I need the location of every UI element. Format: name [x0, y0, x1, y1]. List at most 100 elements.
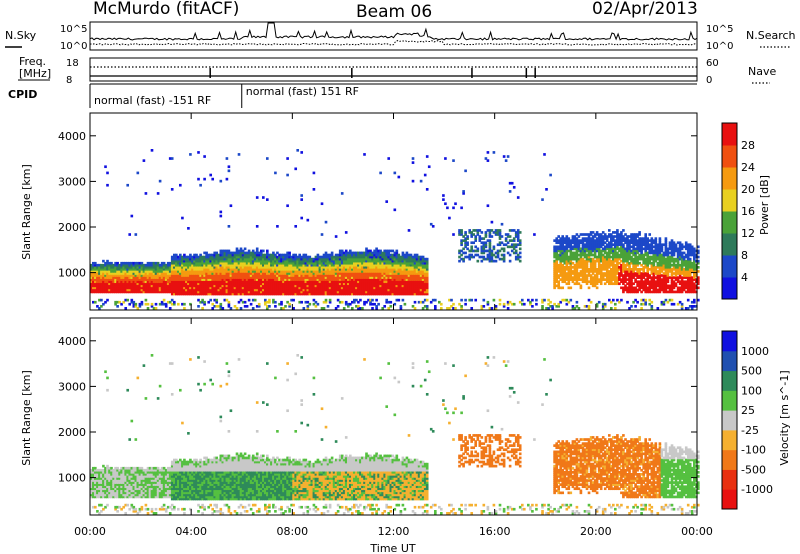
- heatmap-cell: [201, 278, 204, 281]
- heatmap-cell: [219, 255, 223, 259]
- heatmap-cell: [270, 272, 273, 275]
- heatmap-cell: [193, 263, 196, 267]
- heatmap-cell: [405, 270, 409, 273]
- heatmap-cell: [207, 288, 211, 292]
- heatmap-cell: [460, 298, 463, 302]
- heatmap-cell: [516, 233, 520, 236]
- heatmap-cell: [470, 231, 474, 234]
- heatmap-cell: [229, 263, 233, 267]
- heatmap-cell: [106, 276, 109, 279]
- heatmap-cell: [219, 286, 223, 290]
- heatmap-cell: [344, 290, 348, 294]
- heatmap-cell: [328, 288, 332, 292]
- heatmap-cell: [557, 255, 561, 259]
- heatmap-cell: [94, 261, 97, 265]
- heatmap-cell: [132, 302, 136, 306]
- heatmap-cell: [142, 266, 146, 269]
- heatmap-cell: [251, 276, 255, 279]
- heatmap-cell: [502, 155, 506, 158]
- heatmap-cell: [217, 288, 221, 292]
- heatmap-cell: [203, 288, 206, 292]
- heatmap-cell: [272, 257, 275, 261]
- heatmap-cell: [106, 259, 109, 263]
- heatmap-cell: [90, 272, 93, 275]
- heatmap-cell: [207, 292, 211, 296]
- heatmap-cell: [318, 290, 322, 294]
- heatmap-cell: [575, 305, 579, 308]
- heatmap-cell: [264, 272, 267, 275]
- heatmap-cell: [466, 241, 469, 245]
- heatmap-cell: [415, 288, 419, 292]
- heatmap-cell: [518, 255, 522, 259]
- heatmap-cell: [355, 266, 358, 269]
- heatmap-cell: [409, 282, 413, 286]
- heatmap-cell: [306, 272, 310, 275]
- heatmap-cell: [140, 278, 144, 281]
- heatmap-cell: [373, 280, 376, 284]
- heatmap-cell: [207, 290, 211, 294]
- heatmap-cell: [314, 272, 318, 275]
- heatmap-cell: [561, 241, 565, 245]
- heatmap-cell: [417, 259, 421, 263]
- heatmap-cell: [393, 272, 397, 275]
- heatmap-cell: [579, 272, 583, 275]
- heatmap-cell: [239, 307, 243, 310]
- heatmap-cell: [260, 272, 263, 275]
- heatmap-cell: [320, 233, 324, 236]
- heatmap-cell: [565, 276, 569, 279]
- heatmap-cell: [122, 288, 126, 292]
- heatmap-cell: [407, 276, 411, 279]
- heatmap-cell: [251, 307, 255, 310]
- heatmap-cell: [201, 282, 204, 286]
- heatmap-cell: [160, 284, 164, 288]
- heatmap-cell: [397, 292, 401, 296]
- heatmap-cell: [417, 270, 421, 273]
- heatmap-cell: [369, 288, 372, 292]
- heatmap-cell: [318, 292, 322, 296]
- heatmap-cell: [138, 282, 142, 286]
- heatmap-cell: [486, 151, 490, 154]
- heatmap-cell: [173, 286, 176, 290]
- heatmap-cell: [239, 298, 243, 302]
- heatmap-cell: [573, 307, 577, 310]
- heatmap-cell: [393, 280, 397, 284]
- heatmap-cell: [460, 305, 463, 308]
- heatmap-cell: [278, 257, 281, 261]
- heatmap-cell: [168, 266, 172, 269]
- heatmap-cell: [401, 288, 405, 292]
- heatmap-cell: [138, 261, 142, 265]
- heatmap-cell: [237, 268, 241, 271]
- heatmap-cell: [278, 292, 281, 296]
- heatmap-cell: [170, 282, 174, 286]
- heatmap-cell: [132, 284, 136, 288]
- heatmap-cell: [199, 282, 202, 286]
- heatmap-cell: [280, 263, 283, 267]
- heatmap-cell: [407, 274, 411, 277]
- heatmap-cell: [306, 300, 310, 304]
- heatmap-cell: [648, 233, 652, 236]
- heatmap-cell: [419, 272, 423, 275]
- heatmap-cell: [361, 282, 364, 286]
- heatmap-cell: [407, 268, 411, 271]
- heatmap-cell: [421, 300, 425, 304]
- heatmap-cell: [249, 257, 253, 261]
- heatmap-cell: [379, 292, 382, 296]
- heatmap-cell: [342, 272, 346, 275]
- heatmap-cell: [162, 268, 166, 271]
- heatmap-cell: [124, 288, 128, 292]
- heatmap-cell: [587, 257, 591, 261]
- heatmap-cell: [219, 288, 223, 292]
- heatmap-cell: [340, 270, 344, 273]
- heatmap-cell: [233, 288, 237, 292]
- heatmap-cell: [96, 268, 99, 271]
- heatmap-cell: [405, 274, 409, 277]
- heatmap-cell: [347, 255, 350, 259]
- heatmap-cell: [266, 253, 269, 257]
- heatmap-cell: [227, 290, 231, 294]
- heatmap-cell: [344, 259, 348, 263]
- heatmap-cell: [421, 259, 425, 263]
- heatmap-cell: [326, 266, 330, 269]
- heatmap-cell: [207, 274, 211, 277]
- heatmap-cell: [630, 305, 633, 308]
- heatmap-cell: [324, 286, 328, 290]
